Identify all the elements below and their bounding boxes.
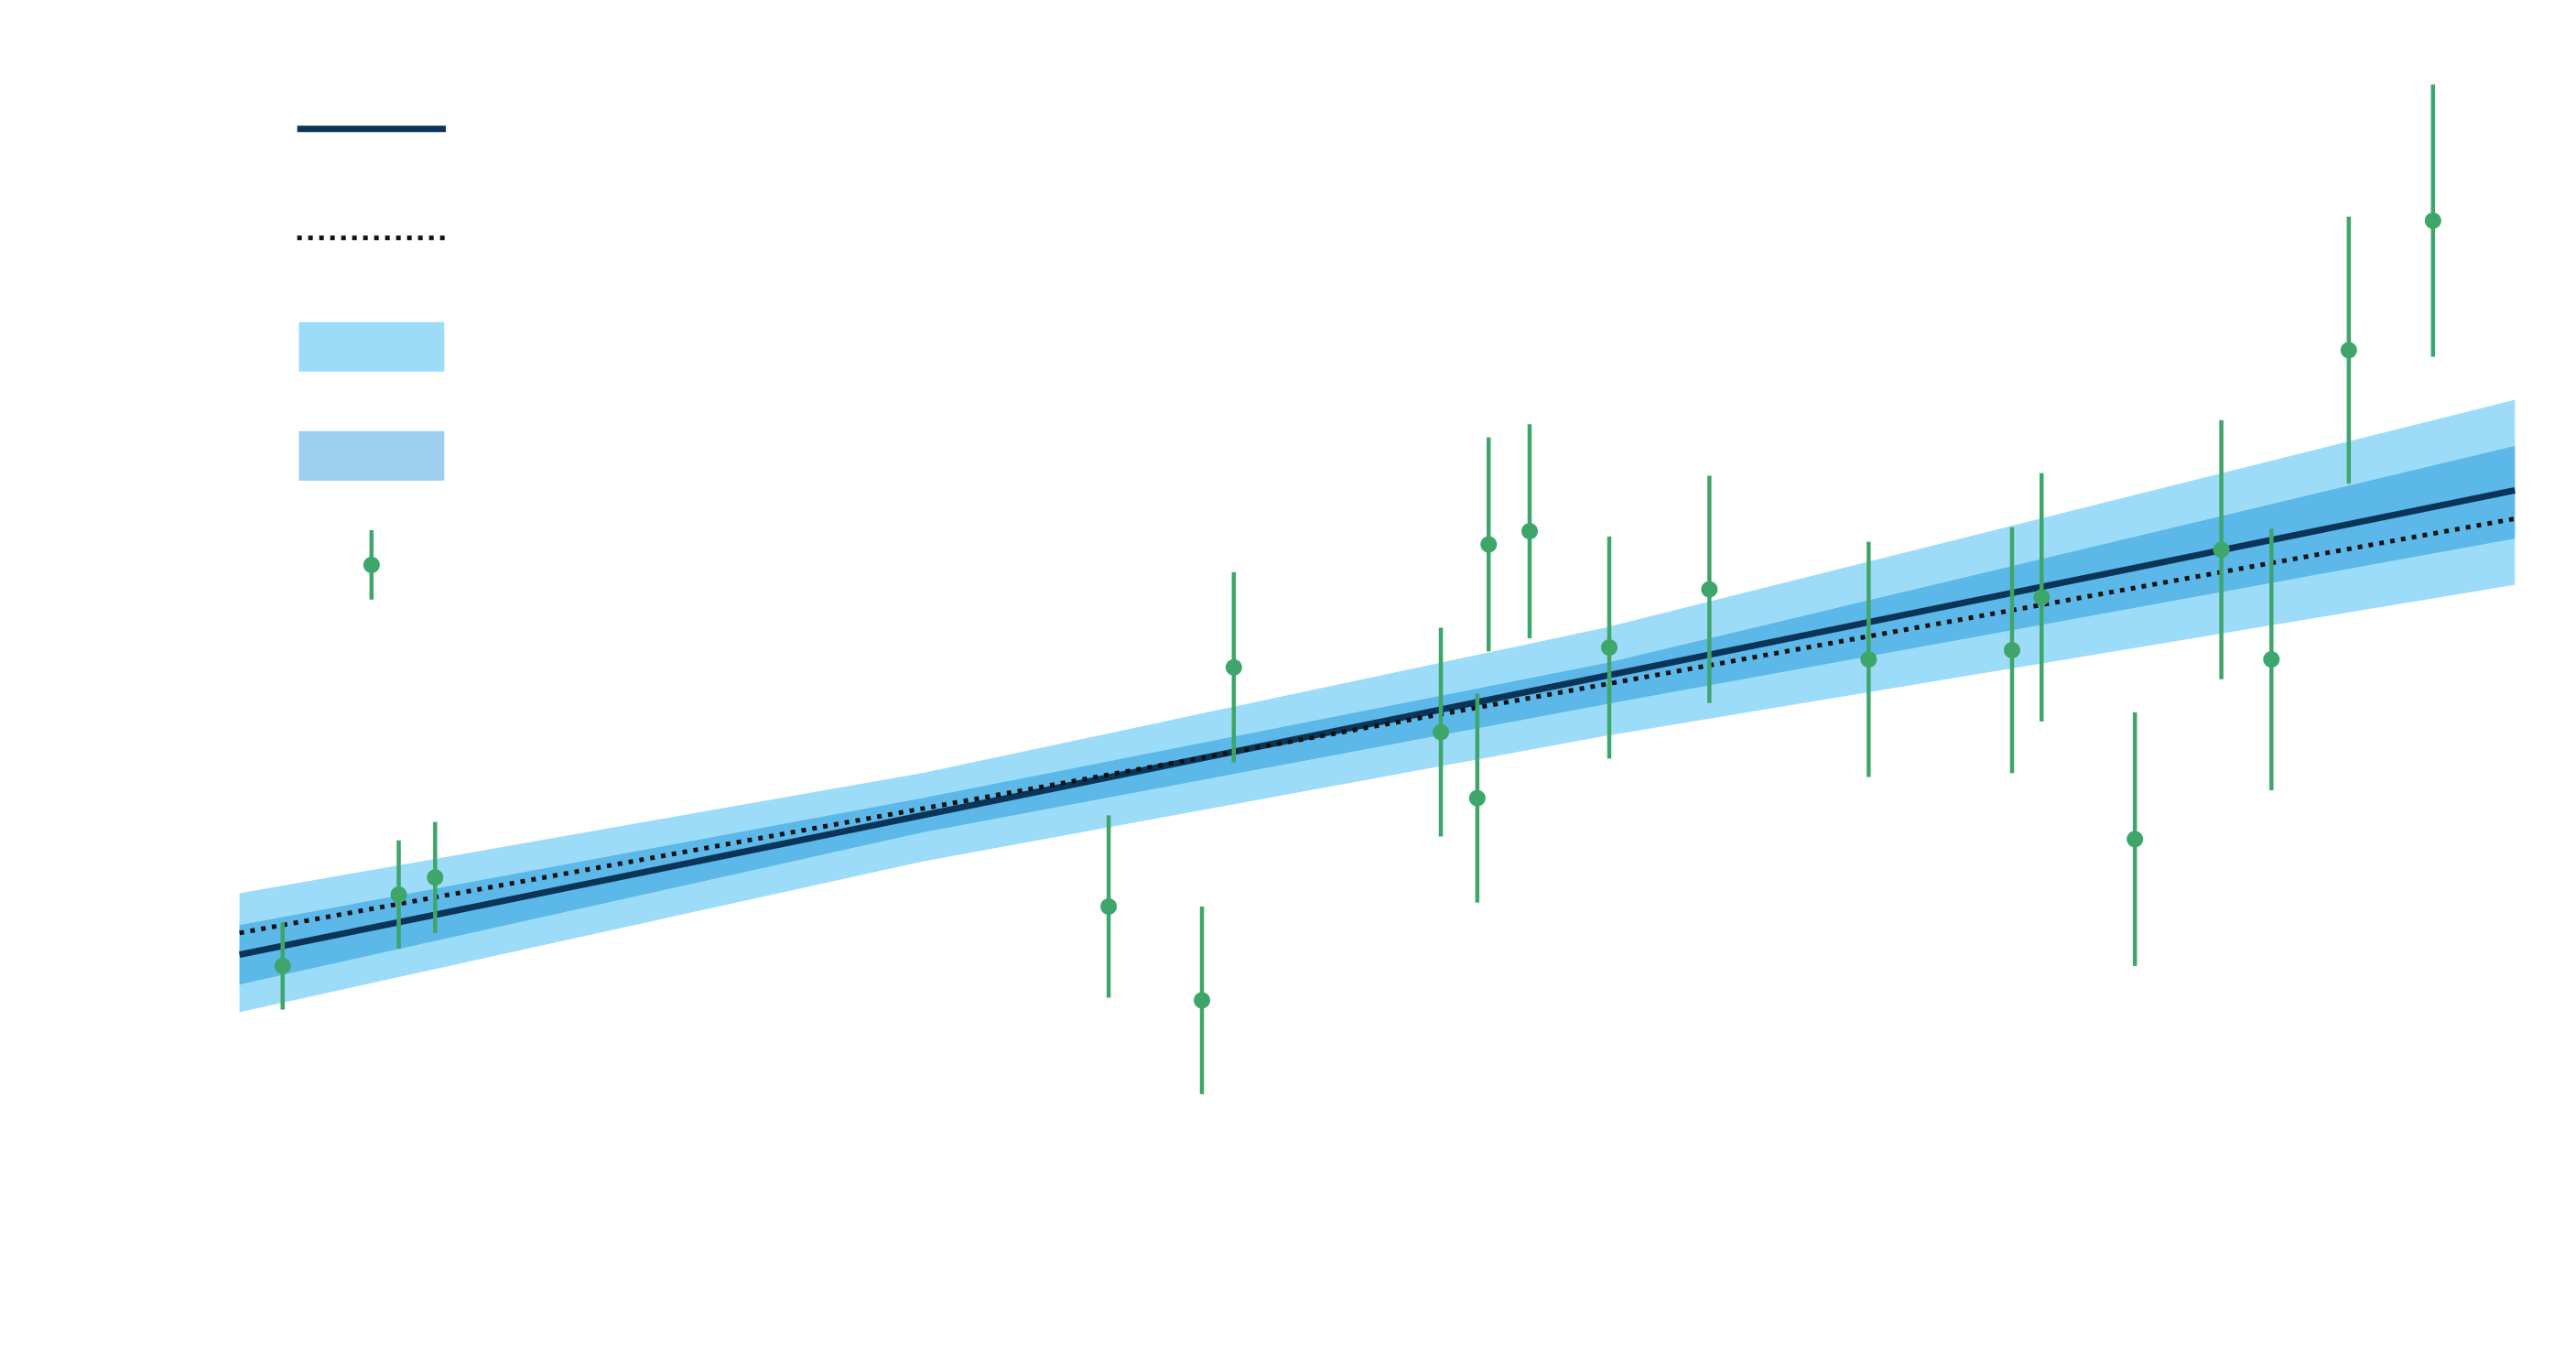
point [2003, 641, 2020, 658]
point [2263, 651, 2280, 668]
point [1521, 523, 1538, 540]
band [239, 446, 2516, 985]
point [1480, 536, 1498, 553]
point [1433, 723, 1450, 741]
point [2213, 541, 2230, 559]
point [1860, 651, 1878, 668]
legend-swatch [298, 321, 445, 372]
legend-swatch [298, 430, 445, 481]
point [1468, 789, 1486, 807]
point [427, 869, 444, 886]
point [1194, 992, 1211, 1009]
point [1600, 639, 1618, 657]
point [1100, 897, 1118, 915]
point [2033, 589, 2051, 606]
line [239, 516, 2516, 936]
point [1225, 658, 1242, 676]
band [239, 399, 2516, 1013]
point [2424, 212, 2441, 229]
point [2340, 342, 2357, 359]
point [390, 886, 407, 903]
point [2127, 831, 2144, 848]
legend-swatch [363, 556, 380, 573]
point [274, 957, 291, 974]
point [1701, 581, 1718, 598]
line [238, 486, 2516, 959]
